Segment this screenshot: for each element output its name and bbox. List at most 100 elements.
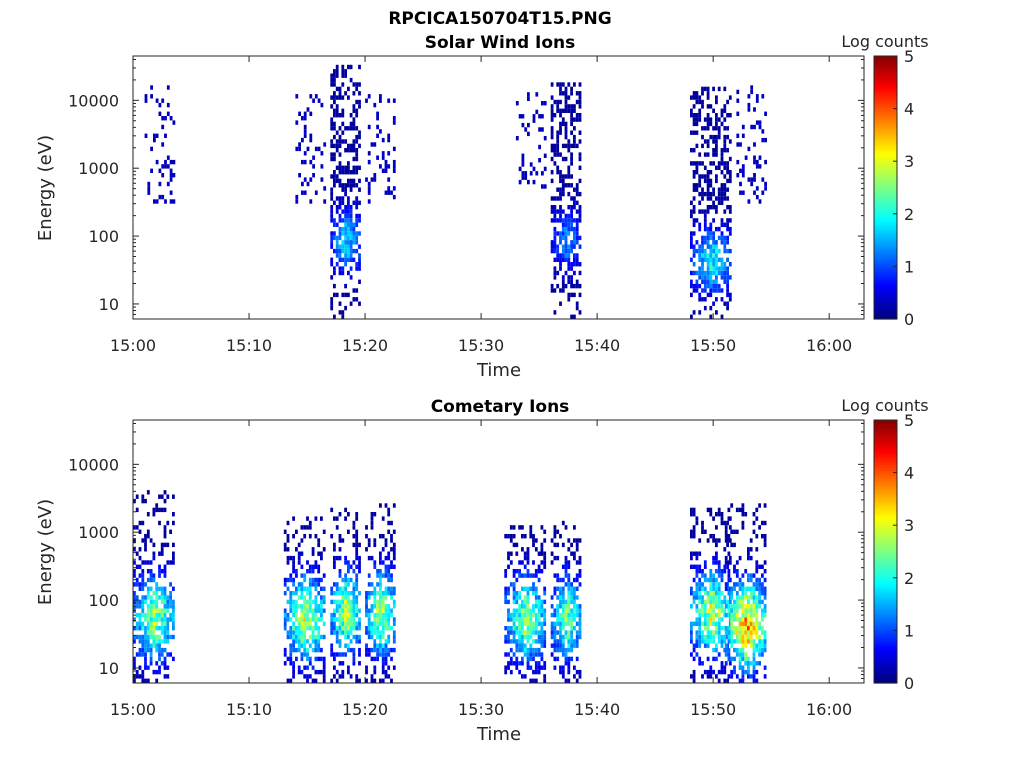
spectrogram-cell [709, 634, 713, 640]
spectrogram-cell [726, 170, 729, 175]
spectrogram-cell [695, 240, 699, 245]
spectrogram-cell [701, 582, 704, 587]
spectrogram-cell [349, 599, 353, 605]
spectrogram-cell [692, 621, 696, 626]
colorbar-segment [874, 475, 897, 479]
spectrogram-cell [358, 253, 361, 258]
spectrogram-cell [741, 586, 745, 591]
spectrogram-cell [349, 209, 353, 214]
spectrogram-cell [303, 133, 307, 138]
spectrogram-cell [758, 591, 761, 596]
spectrogram-cell [144, 643, 147, 648]
spectrogram-cell [753, 159, 756, 165]
spectrogram-cell [379, 551, 382, 556]
spectrogram-cell [297, 582, 301, 587]
spectrogram-cell [347, 218, 350, 223]
spectrogram-cell [303, 577, 307, 583]
spectrogram-cell [158, 102, 162, 108]
spectrogram-cell [355, 512, 359, 517]
spectrogram-cell [712, 86, 715, 92]
spectrogram-cell [723, 639, 727, 644]
spectrogram-cell [723, 595, 727, 600]
spectrogram-cell [537, 564, 541, 569]
spectrogram-cell [349, 674, 353, 679]
spectrogram-cell [715, 196, 718, 201]
spectrogram-cell [338, 612, 342, 618]
spectrogram-cell [567, 248, 571, 254]
spectrogram-cell [320, 656, 323, 662]
spectrogram-cell [146, 639, 150, 644]
panel-title: Solar Wind Ions [425, 33, 576, 53]
spectrogram-cell [163, 647, 167, 653]
spectrogram-cell [152, 507, 156, 513]
spectrogram-cell [289, 617, 293, 622]
spectrogram-cell [703, 608, 707, 613]
spectrogram-cell [295, 599, 298, 605]
spectrogram-cell [373, 678, 377, 683]
spectrogram-cell [521, 621, 524, 626]
spectrogram-cell [575, 604, 579, 609]
spectrogram-cell [723, 86, 727, 92]
colorbar-segment [874, 305, 897, 310]
spectrogram-cell [750, 124, 754, 130]
spectrogram-cell [575, 305, 579, 311]
spectrogram-cell [352, 652, 356, 657]
spectrogram-cell [567, 582, 571, 587]
spectrogram-cell [728, 156, 732, 162]
colorbar-segment [874, 98, 897, 102]
spectrogram-cell [550, 117, 554, 122]
spectrogram-cell [292, 591, 295, 596]
spectrogram-cell [387, 133, 391, 138]
spectrogram-cell [292, 647, 295, 653]
spectrogram-cell [690, 507, 693, 513]
spectrogram-cell [341, 240, 345, 245]
spectrogram-cell [573, 608, 576, 613]
spectrogram-cell [144, 133, 148, 138]
spectrogram-cell [753, 124, 756, 130]
spectrogram-cell [163, 591, 167, 596]
spectrogram-cell [761, 591, 764, 596]
spectrogram-cell [550, 626, 554, 631]
colorbar-segment [874, 514, 897, 518]
spectrogram-cell [703, 257, 707, 262]
spectrogram-cell [141, 538, 145, 543]
spectrogram-cell [706, 174, 710, 179]
spectrogram-cell [717, 512, 721, 517]
colorbar-tick-label: 0 [904, 310, 914, 329]
spectrogram-cell [330, 213, 334, 219]
spectrogram-cell [314, 599, 318, 605]
spectrogram-cell [344, 621, 347, 626]
spectrogram-cell [523, 551, 527, 556]
spectrogram-cell [387, 520, 391, 526]
spectrogram-cell [384, 612, 388, 618]
spectrogram-cell [344, 235, 347, 241]
spectrogram-cell [286, 617, 290, 622]
spectrogram-cell [317, 538, 321, 543]
colorbar-segment [874, 530, 897, 534]
spectrogram-cell [559, 534, 562, 539]
spectrogram-cell [149, 652, 153, 657]
spectrogram-cell [550, 283, 554, 289]
spectrogram-cell [723, 279, 727, 284]
spectrogram-cell [141, 647, 145, 653]
spectrogram-cell [335, 639, 339, 644]
spectrogram-cell [133, 569, 136, 574]
spectrogram-cell [736, 142, 740, 147]
spectrogram-cell [367, 124, 371, 130]
spectrogram-cell [575, 573, 579, 578]
spectrogram-cell [379, 582, 382, 587]
spectrogram-cell [526, 647, 530, 653]
spectrogram-cell [567, 538, 571, 543]
spectrogram-cell [164, 116, 167, 121]
spectrogram-cell [741, 582, 745, 587]
spectrogram-cell [330, 73, 334, 78]
spectrogram-cell [692, 595, 696, 600]
colorbar-segment [874, 617, 897, 621]
spectrogram-cell [698, 617, 702, 622]
spectrogram-cell [728, 577, 732, 583]
spectrogram-cell [133, 582, 136, 587]
spectrogram-cell [738, 647, 742, 653]
spectrogram-cell [698, 248, 702, 254]
spectrogram-cell [728, 661, 732, 666]
spectrogram-cell [703, 226, 707, 232]
